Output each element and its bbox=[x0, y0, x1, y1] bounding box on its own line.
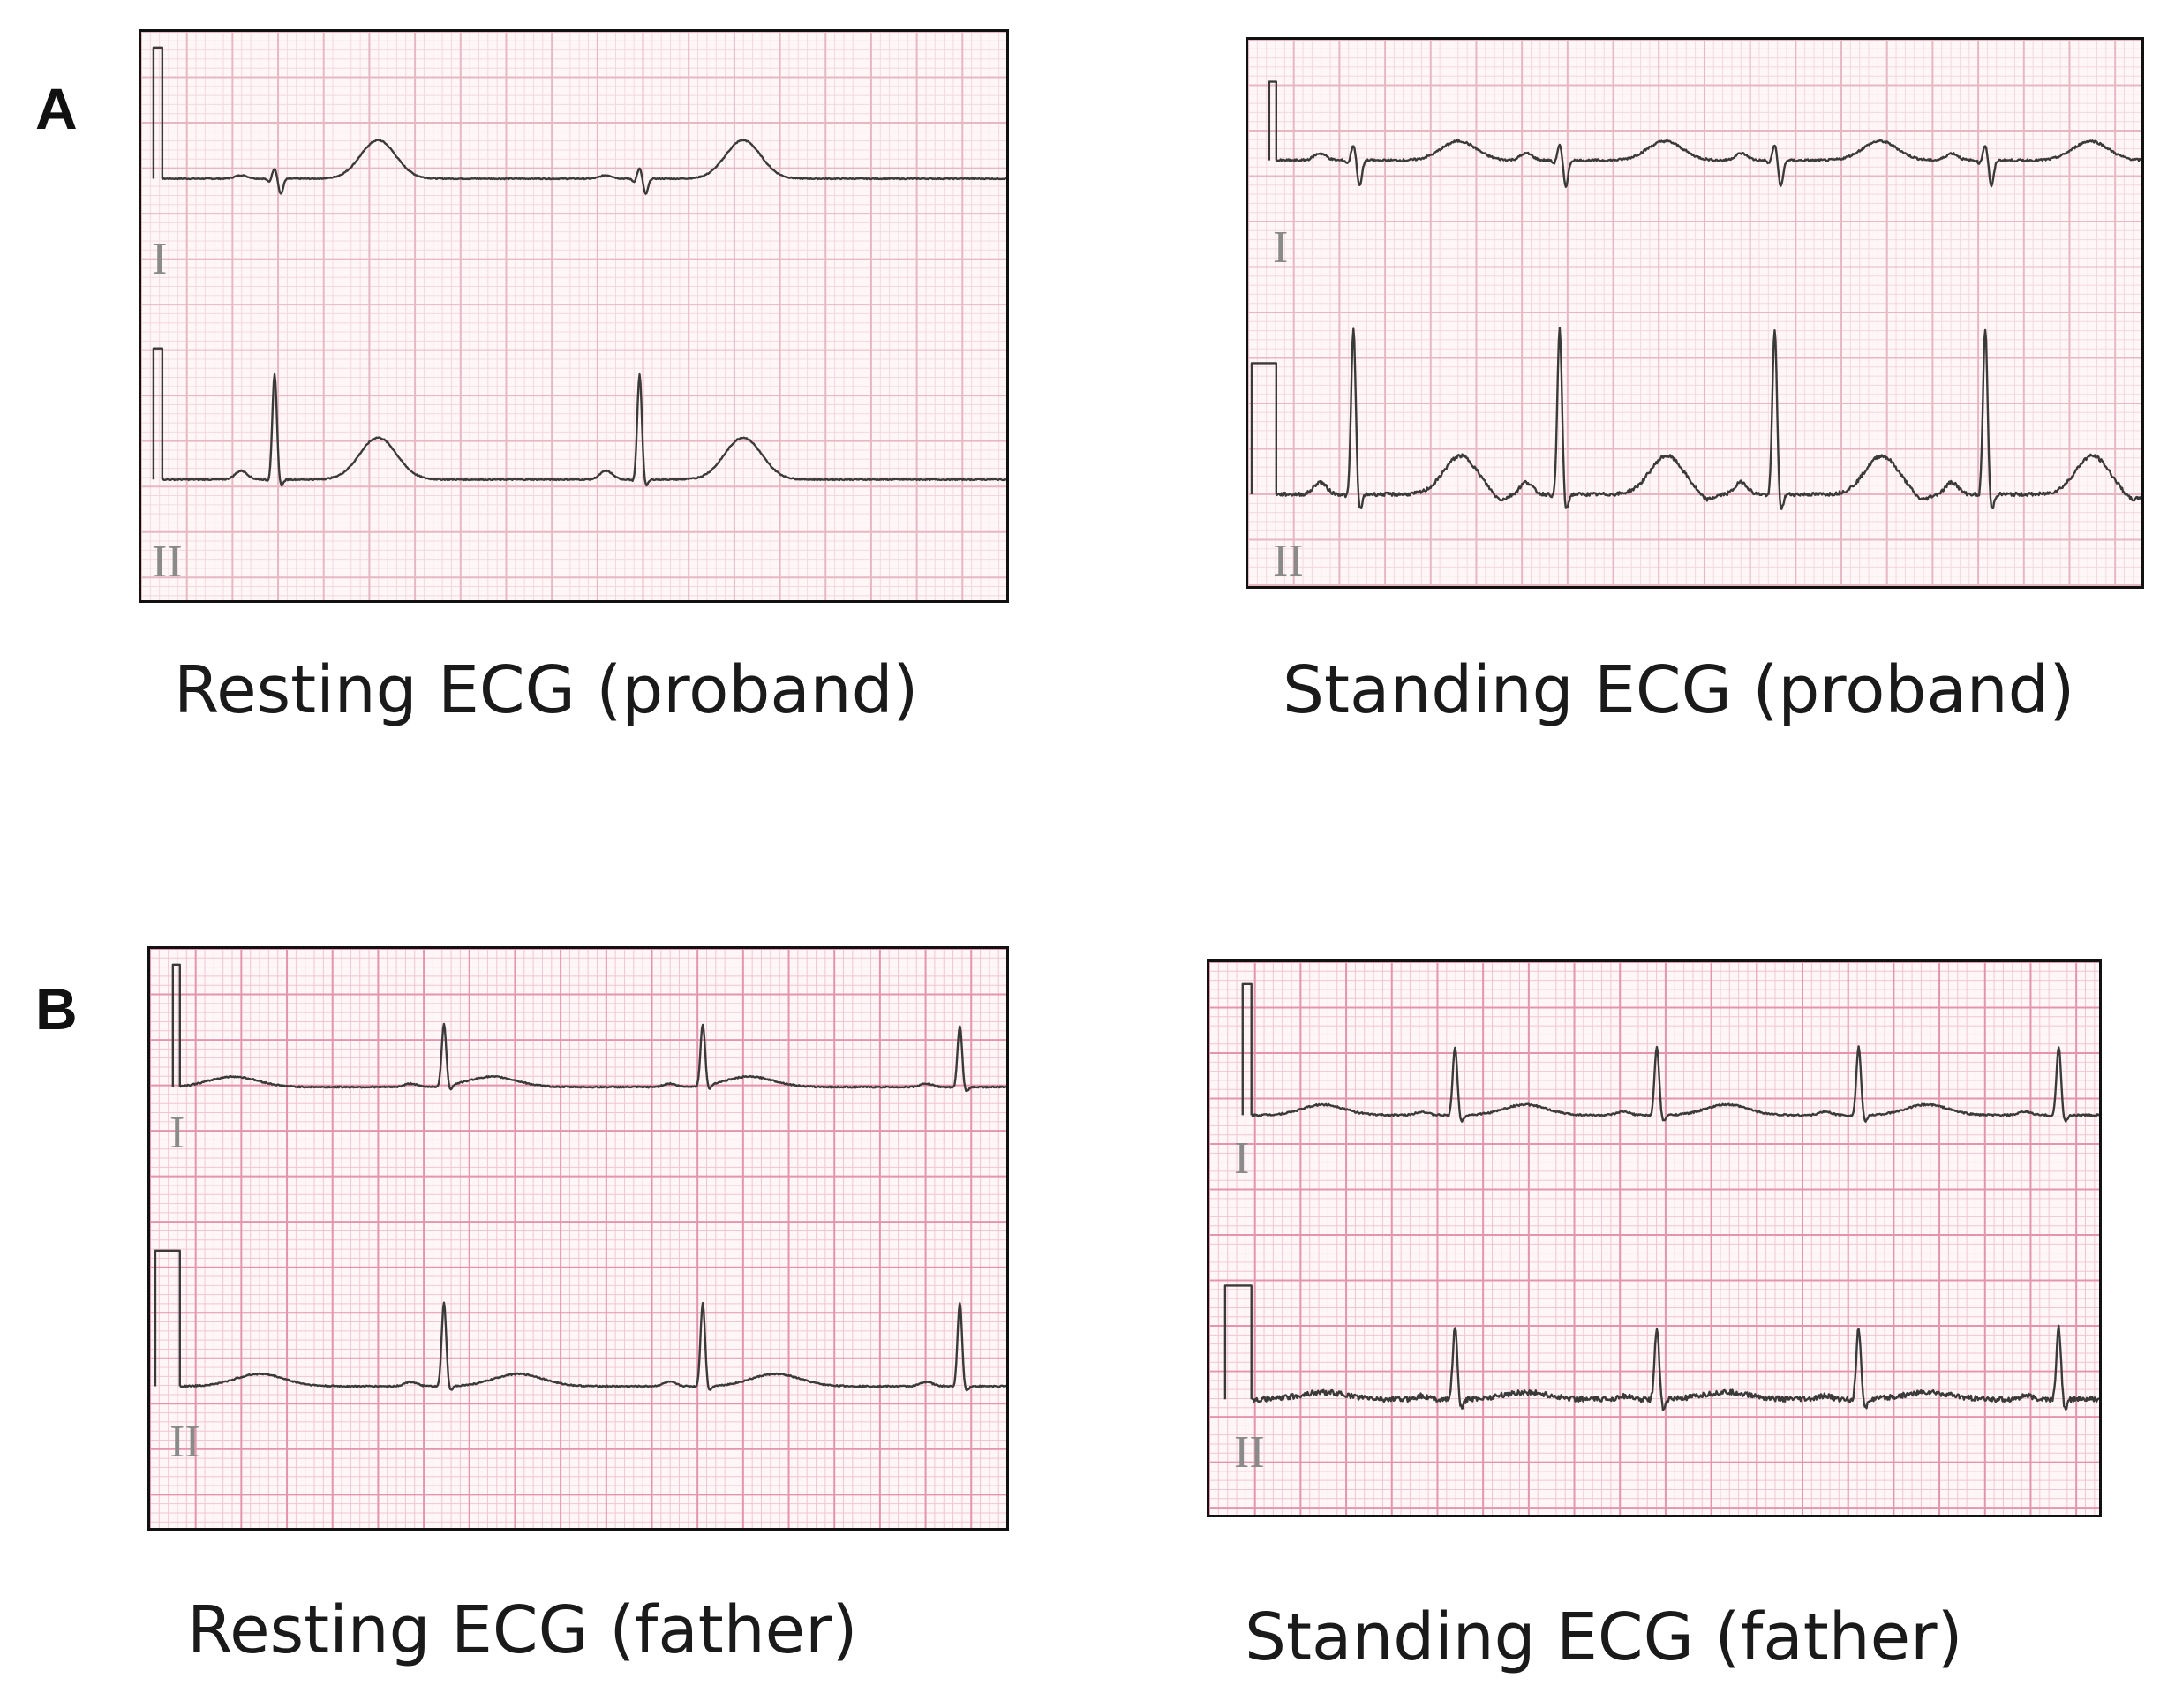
ecg-grid-trace bbox=[141, 32, 1006, 600]
ecg-grid-minor bbox=[141, 32, 1006, 600]
ecg-trace-lead-i bbox=[1268, 80, 2141, 188]
ecg-trace-lead-i bbox=[171, 963, 1006, 1093]
lead-label-ii: II bbox=[169, 1417, 200, 1467]
ecg-grid-major bbox=[141, 32, 1006, 600]
ecg-trace-lead-ii bbox=[154, 1249, 1006, 1392]
resting-ecg-father-strip: I II bbox=[147, 946, 1009, 1531]
lead-label-ii: II bbox=[1273, 536, 1304, 586]
lead-label-i: I bbox=[1273, 222, 1289, 273]
ecg-grid-minor bbox=[150, 949, 1006, 1528]
panel-label-b: B bbox=[35, 976, 78, 1042]
ecg-grid-trace bbox=[1209, 962, 2099, 1515]
ecg-grid-major bbox=[1248, 40, 2141, 586]
ecg-trace-lead-ii bbox=[1250, 327, 2141, 510]
lead-label-ii: II bbox=[1234, 1427, 1265, 1478]
lead-label-i: I bbox=[1234, 1133, 1250, 1184]
ecg-trace-lead-i bbox=[1241, 982, 2099, 1123]
lead-label-i: I bbox=[152, 234, 168, 284]
standing-ecg-proband-strip: I II bbox=[1246, 37, 2144, 589]
caption-resting-ecg-proband: Resting ECG (proband) bbox=[174, 652, 919, 728]
standing-ecg-father-strip: I II bbox=[1207, 959, 2102, 1517]
ecg-grid-trace bbox=[150, 949, 1006, 1528]
ecg-trace-lead-i bbox=[152, 46, 1006, 195]
lead-label-i: I bbox=[169, 1108, 185, 1158]
caption-resting-ecg-father: Resting ECG (father) bbox=[187, 1592, 858, 1668]
ecg-grid-trace bbox=[1248, 40, 2141, 586]
resting-ecg-proband-strip: I II bbox=[139, 29, 1009, 603]
caption-standing-ecg-father: Standing ECG (father) bbox=[1245, 1599, 1963, 1675]
ecg-trace-lead-ii bbox=[152, 347, 1006, 487]
panel-label-a: A bbox=[35, 76, 78, 141]
ecg-grid-minor bbox=[1209, 962, 2099, 1515]
ecg-grid-major bbox=[150, 949, 1006, 1528]
lead-label-ii: II bbox=[152, 537, 183, 587]
ecg-grid-major bbox=[1209, 962, 2099, 1515]
ecg-trace-lead-ii bbox=[1223, 1284, 2099, 1411]
caption-standing-ecg-proband: Standing ECG (proband) bbox=[1283, 652, 2075, 728]
